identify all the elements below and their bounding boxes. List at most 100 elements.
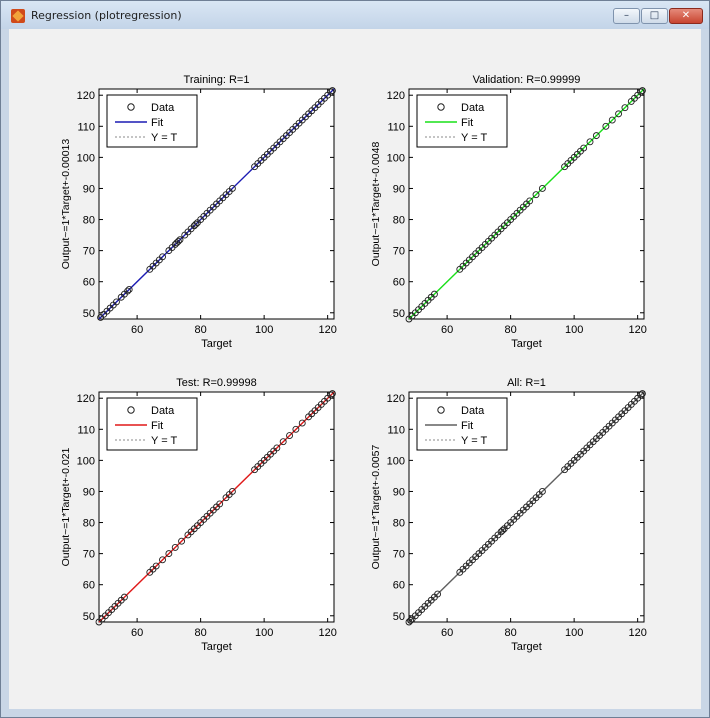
subplot-title: Validation: R=0.99999 (473, 74, 581, 86)
y-tick-label: 70 (83, 246, 95, 258)
y-tick-label: 100 (77, 152, 95, 164)
x-axis-label: Target (511, 338, 542, 350)
data-point (113, 298, 120, 306)
y-tick-label: 120 (387, 90, 405, 102)
x-tick-label: 120 (318, 324, 336, 336)
legend-box (416, 94, 508, 148)
legend-data-label: Data (461, 102, 485, 114)
legend-fit-label: Fit (461, 117, 473, 129)
regression-subplot-2: 60 80 100 120 50 60 70 80 90 100 110 120 Validation:… (370, 74, 647, 350)
title-bar[interactable]: Regression (plotregression) – □ ✕ (1, 1, 709, 29)
y-tick-label: 80 (393, 215, 405, 227)
y-tick-label: 110 (387, 121, 405, 133)
y-tick-label: 90 (393, 486, 405, 498)
data-point (228, 488, 236, 495)
x-tick-label: 100 (255, 324, 273, 336)
data-point (174, 237, 182, 245)
data-point (286, 432, 293, 439)
y-tick-label: 50 (393, 308, 405, 320)
y-tick-label: 50 (83, 308, 95, 320)
legend-identity-label: Y = T (461, 435, 487, 447)
y-tick-label: 60 (83, 580, 95, 592)
legend-data-label: Data (461, 405, 485, 417)
data-point (279, 438, 287, 446)
data-point (159, 556, 166, 564)
regression-subplot-4: 60 80 100 120 50 60 70 80 90 100 110 120 All: R=1 Tar… (370, 377, 647, 653)
minimize-button[interactable]: – (613, 8, 640, 24)
data-point (434, 590, 442, 598)
data-point (638, 87, 646, 95)
x-tick-label: 100 (565, 324, 583, 336)
fit-line (408, 88, 645, 320)
x-tick-label: 120 (318, 627, 336, 639)
y-tick-label: 50 (83, 611, 95, 623)
data-point (621, 104, 629, 112)
x-tick-label: 120 (628, 627, 646, 639)
data-point (499, 526, 507, 534)
legend: Data Fit Y = T (106, 397, 198, 451)
x-tick-label: 60 (131, 627, 143, 639)
data-point (430, 290, 438, 298)
data-point (328, 390, 336, 398)
minimize-icon: – (624, 10, 629, 21)
data-point (178, 537, 186, 545)
y-tick-label: 100 (387, 455, 405, 467)
legend-identity-label: Y = T (461, 132, 487, 144)
y-tick-label: 60 (83, 277, 95, 289)
x-tick-label: 120 (628, 324, 646, 336)
legend-data-label: Data (151, 405, 175, 417)
x-tick-label: 80 (194, 324, 206, 336)
x-tick-label: 80 (194, 627, 206, 639)
y-axis-label: Output~=1*Target+-0.0048 (370, 142, 382, 267)
y-tick-label: 100 (77, 455, 95, 467)
window-title: Regression (plotregression) (31, 9, 182, 22)
x-tick-label: 80 (504, 627, 516, 639)
data-point (637, 88, 645, 96)
figure-client-area: 60 80 100 120 50 60 70 80 90 100 110 120 Training: R… (9, 29, 701, 709)
close-icon: ✕ (681, 10, 691, 21)
data-point (228, 185, 236, 192)
legend-data-marker (127, 406, 135, 414)
data-point (298, 419, 306, 427)
subplot-title: Training: R=1 (184, 74, 250, 86)
legend: Data Fit Y = T (416, 94, 508, 148)
data-point (580, 144, 588, 152)
x-tick-label: 100 (255, 627, 273, 639)
legend-data-marker (127, 103, 135, 111)
y-tick-label: 50 (393, 611, 405, 623)
legend-box (416, 397, 508, 451)
y-tick-label: 60 (393, 277, 405, 289)
y-tick-label: 70 (393, 549, 405, 561)
y-tick-label: 90 (83, 486, 95, 498)
x-tick-label: 60 (441, 627, 453, 639)
data-point (538, 185, 546, 192)
data-point (120, 593, 128, 601)
y-tick-label: 110 (77, 424, 95, 436)
maximize-icon: □ (649, 10, 660, 21)
legend: Data Fit Y = T (106, 94, 198, 148)
legend-identity-label: Y = T (151, 132, 177, 144)
data-point (124, 287, 132, 295)
data-point (638, 390, 646, 398)
data-point (159, 253, 166, 261)
close-button[interactable]: ✕ (669, 8, 703, 24)
regression-subplot-3: 60 80 100 120 50 60 70 80 90 100 110 120 Test: R=0.9… (60, 377, 337, 653)
data-point (165, 550, 173, 558)
x-tick-label: 60 (131, 324, 143, 336)
y-tick-label: 80 (83, 215, 95, 227)
matlab-app-icon[interactable] (11, 9, 25, 23)
y-tick-label: 100 (387, 152, 405, 164)
legend-data-label: Data (151, 102, 175, 114)
legend-data-marker (437, 103, 445, 111)
data-point (273, 444, 281, 452)
data-point (327, 391, 335, 399)
y-axis-label: Output~=1*Target+-0.00013 (60, 139, 72, 270)
y-tick-label: 120 (77, 90, 95, 102)
data-point (608, 116, 616, 124)
data-point (538, 488, 546, 495)
maximize-button[interactable]: □ (641, 8, 668, 24)
y-tick-label: 110 (387, 424, 405, 436)
legend-fit-label: Fit (461, 420, 473, 432)
legend-data-marker (437, 406, 445, 414)
legend-identity-label: Y = T (151, 435, 177, 447)
